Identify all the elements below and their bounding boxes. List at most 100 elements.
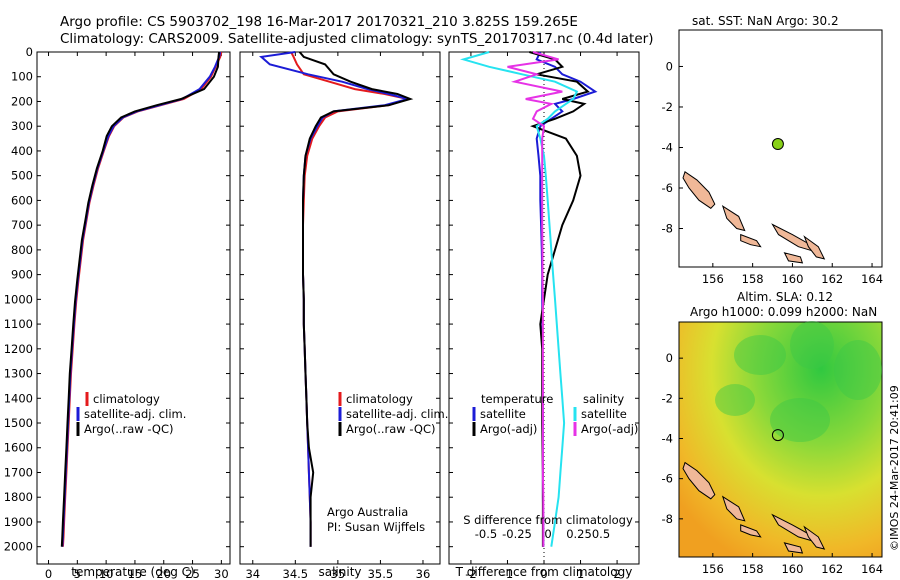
difference-y-ticks bbox=[449, 51, 639, 548]
map-x-tick-label: 164 bbox=[861, 562, 883, 576]
header-line-1: Argo profile: CS 5903702_198 16-Mar-2017… bbox=[60, 14, 578, 30]
map-x-tick-label: 160 bbox=[781, 562, 803, 576]
series-line-argo-raw-qc- bbox=[298, 51, 414, 547]
sst-map-title: sat. SST: NaN Argo: 30.2 bbox=[692, 14, 839, 28]
depth-tick-label: 700 bbox=[11, 218, 33, 232]
difference-xlabel: T difference from climatology bbox=[455, 565, 633, 579]
island bbox=[803, 235, 826, 260]
x-tick-label: 34 bbox=[245, 567, 260, 580]
island bbox=[783, 542, 804, 554]
map-y-tick-label: -8 bbox=[662, 512, 673, 526]
series-line-satellite-salinity- bbox=[459, 51, 579, 547]
x-tick-label: 5 bbox=[74, 567, 81, 580]
map-y-tick-label: -4 bbox=[662, 140, 673, 154]
depth-tick-label: 400 bbox=[11, 144, 33, 158]
depth-tick-label: 2000 bbox=[4, 540, 33, 554]
s-tick: -0.5 bbox=[475, 527, 497, 541]
series-line-argo-raw-qc- bbox=[60, 51, 221, 547]
temperature-xlabel: temperature (deg C) bbox=[71, 565, 194, 579]
float-position-marker bbox=[771, 429, 784, 442]
credit-pi: PI: Susan Wijffels bbox=[327, 520, 425, 534]
series-line-climatology bbox=[61, 51, 223, 547]
map-y-tick-label: -2 bbox=[662, 100, 673, 114]
depth-tick-label: 1500 bbox=[4, 416, 33, 430]
x-tick-label: 0 bbox=[540, 567, 547, 580]
depth-tick-label: 0 bbox=[26, 45, 33, 59]
temperature-x-axis: 0 5 10 15 20 25 30 bbox=[45, 52, 229, 580]
map-y-tick-label: -6 bbox=[662, 472, 673, 486]
island bbox=[682, 171, 716, 209]
sla-map-title-1: Altim. SLA: 0.12 bbox=[737, 290, 834, 304]
depth-tick-label: 1300 bbox=[4, 367, 33, 381]
legend-label-climatology: climatology bbox=[346, 392, 413, 406]
map-x-tick-label: 158 bbox=[742, 272, 764, 286]
x-tick-label: -2 bbox=[465, 567, 476, 580]
temperature-profiles bbox=[60, 51, 223, 547]
map-y-tick-label: 0 bbox=[666, 351, 673, 365]
island bbox=[740, 233, 762, 248]
x-tick-label: 2 bbox=[613, 567, 620, 580]
depth-tick-label: 1700 bbox=[4, 465, 33, 479]
legend-label-climatology: climatology bbox=[93, 392, 160, 406]
map-y-tick-label: 0 bbox=[666, 59, 673, 73]
difference-profiles bbox=[459, 51, 598, 547]
map-y-tick-label: -2 bbox=[662, 391, 673, 405]
s-tick: -0.25 bbox=[502, 527, 532, 541]
x-tick-label: 36 bbox=[416, 567, 431, 580]
depth-tick-label: 1800 bbox=[4, 490, 33, 504]
sst-map-land bbox=[682, 171, 826, 264]
salinity-x-axis: 34 34.5 35 35.5 36 bbox=[245, 52, 430, 580]
salinity-panel: 34 34.5 35 35.5 36 climatology satellite-adj… bbox=[239, 51, 448, 580]
map-x-tick-label: 164 bbox=[861, 272, 883, 286]
x-tick-label: 34.5 bbox=[283, 567, 309, 580]
island bbox=[803, 525, 826, 550]
map-x-tick-label: 158 bbox=[742, 562, 764, 576]
sla-map-land bbox=[682, 461, 826, 554]
x-tick-label: 0 bbox=[45, 567, 52, 580]
map-y-tick-label: -8 bbox=[662, 222, 673, 236]
temperature-frame bbox=[36, 51, 231, 565]
depth-tick-label: 1100 bbox=[4, 317, 33, 331]
series-line-satellite-temperature- bbox=[535, 51, 598, 547]
depth-tick-label: 900 bbox=[11, 268, 33, 282]
difference-panel: -2 -1 0 1 2 temperature salinity satellite A… bbox=[448, 51, 640, 580]
temperature-panel: 0100200300400500600700800900100011001200… bbox=[4, 45, 231, 580]
island bbox=[721, 495, 746, 522]
legend-label-s-satellite: satellite bbox=[581, 407, 627, 421]
legend-label-t-satellite: satellite bbox=[480, 407, 526, 421]
series-line-satellite-adj-clim- bbox=[259, 51, 412, 547]
x-tick-label: 20 bbox=[156, 567, 171, 580]
map-x-tick-label: 160 bbox=[781, 272, 803, 286]
s-tick: 0.5 bbox=[592, 527, 610, 541]
series-line-argo-adj-salinity- bbox=[507, 51, 563, 547]
depth-tick-label: 500 bbox=[11, 169, 33, 183]
salinity-profiles bbox=[259, 51, 414, 547]
x-tick-label: 35.5 bbox=[368, 567, 394, 580]
s-difference-ticks: -0.5 -0.25 0 0.25 0.5 bbox=[475, 527, 610, 541]
sla-patch bbox=[790, 321, 834, 369]
depth-tick-label: 1900 bbox=[4, 515, 33, 529]
depth-tick-label: 200 bbox=[11, 94, 33, 108]
map-x-tick-label: 156 bbox=[702, 272, 724, 286]
x-tick-label: 10 bbox=[99, 567, 114, 580]
x-tick-label: 1 bbox=[577, 567, 584, 580]
map-x-tick-label: 162 bbox=[821, 272, 843, 286]
s-tick: 0.25 bbox=[566, 527, 592, 541]
x-tick-label: 15 bbox=[128, 567, 143, 580]
sla-anomaly-patches bbox=[715, 321, 882, 442]
sst-map-axes: 156 158 160 162 164 0 -2 -4 -6 -8 bbox=[662, 59, 883, 286]
depth-axis: 0 100 200 300 400 500 600 700 800 900 1000 1100 1200… bbox=[4, 45, 230, 554]
sla-patch bbox=[734, 335, 786, 375]
depth-tick-label: 100 bbox=[11, 70, 33, 84]
depth-tick-label: 600 bbox=[11, 193, 33, 207]
island bbox=[682, 461, 716, 500]
depth-tick-label: 1400 bbox=[4, 391, 33, 405]
map-y-tick-label: -6 bbox=[662, 181, 673, 195]
sla-map-title-2: Argo h1000: 0.099 h2000: NaN bbox=[690, 305, 878, 319]
salinity-y-ticks bbox=[240, 51, 440, 548]
sla-map: 156 158 160 162 164 0 -2 -4 -6 -8 bbox=[662, 321, 883, 576]
legend-label-t-argo: Argo(-adj) bbox=[480, 422, 537, 436]
s-difference-label: S difference from climatology bbox=[463, 513, 633, 527]
depth-tick-label: 1200 bbox=[4, 342, 33, 356]
depth-tick-label: 800 bbox=[11, 243, 33, 257]
